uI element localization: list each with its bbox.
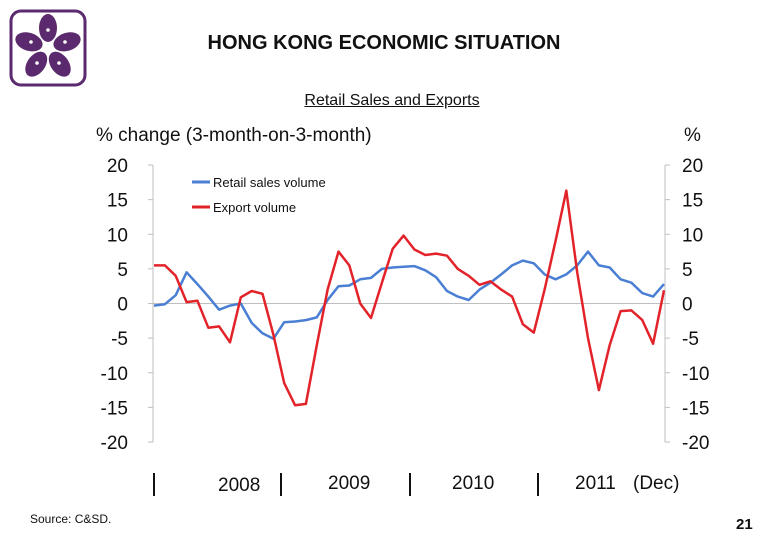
legend: Retail sales volume Export volume [192,175,326,215]
x-axis-labels: 2008 2009 2010 2011 (Dec) [218,473,679,496]
year-separators [153,473,539,496]
page-title: HONG KONG ECONOMIC SITUATION [207,32,561,54]
y-tick-label-left: -10 [101,364,128,385]
y-tick-label-right: 20 [682,156,703,177]
y-tick-label-left: -5 [111,329,128,350]
x-tick-label-2011: 2011 [575,473,616,494]
x-tick-label-2009: 2009 [328,473,370,494]
y-tick-label-left: -15 [101,398,128,419]
chart-subtitle: Retail Sales and Exports [304,92,480,109]
y-tick-label-right: -5 [682,329,699,350]
y-tick-label-left: 10 [107,225,128,246]
y-tick-label-right: -15 [682,398,709,419]
series-line-retail-sales-volume [153,250,665,341]
y-tick-label-left: -20 [101,433,128,454]
y-tick-label-right: -10 [682,364,709,385]
x-tick-label-2010: 2010 [452,473,494,494]
y-tick-label-left: 0 [117,295,128,316]
y-tick-label-left: 15 [107,191,128,212]
y-tick-label-right: 0 [682,295,693,316]
y-ticks-right: 20 15 10 5 0 -5 -10 -15 -20 [682,156,709,454]
y-ticks-left: 20 15 10 5 0 -5 -10 -15 -20 [101,156,128,454]
series-line-export-volume [154,189,666,407]
y-tick-marks [148,164,670,443]
y-tick-label-left: 20 [107,156,128,177]
y-tick-label-right: -20 [682,433,709,454]
page-number: 21 [736,516,753,533]
logo-mark [9,9,87,87]
y-axis-label-right: % [684,125,701,146]
source-note: Source: C&SD. [30,512,112,526]
x-tick-label-2008: 2008 [218,475,260,496]
hksar-bauhinia-logo [9,9,87,87]
legend-label-export: Export volume [213,200,296,215]
y-tick-label-left: 5 [117,260,128,281]
y-tick-label-right: 5 [682,260,693,281]
y-tick-label-right: 15 [682,191,703,212]
legend-label-retail: Retail sales volume [213,175,326,190]
x-tick-label-dec: (Dec) [633,473,679,494]
y-axis-label-left: % change (3-month-on-3-month) [96,125,372,146]
y-tick-label-right: 10 [682,225,703,246]
